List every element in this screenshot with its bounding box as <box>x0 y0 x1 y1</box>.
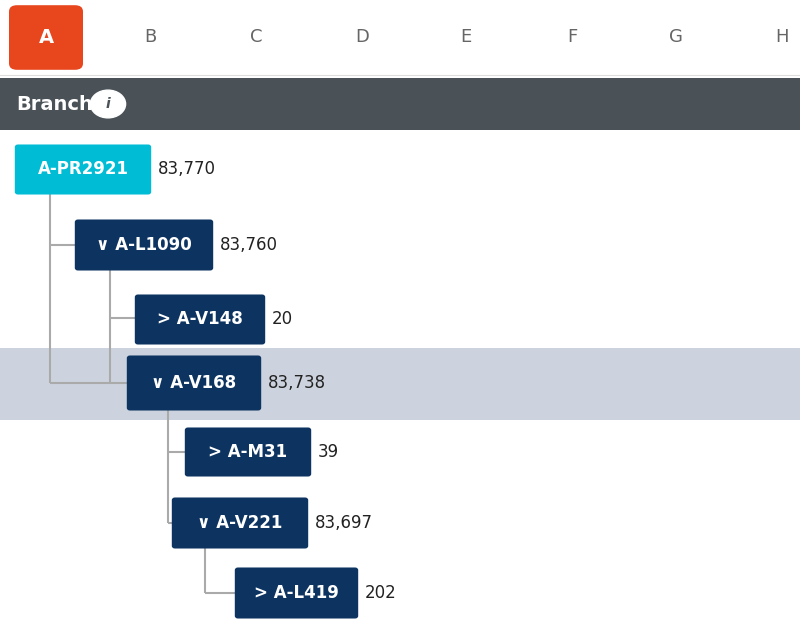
FancyBboxPatch shape <box>172 498 308 549</box>
FancyBboxPatch shape <box>185 428 311 476</box>
Text: > A-M31: > A-M31 <box>209 443 287 461</box>
Text: i: i <box>106 97 110 111</box>
Text: 39: 39 <box>318 443 339 461</box>
Text: F: F <box>567 28 577 47</box>
FancyBboxPatch shape <box>14 144 151 195</box>
Text: E: E <box>460 28 472 47</box>
Text: G: G <box>669 28 683 47</box>
Text: 83,738: 83,738 <box>268 374 326 392</box>
Bar <box>0 348 800 420</box>
Text: 83,760: 83,760 <box>220 236 278 254</box>
Text: Branch: Branch <box>16 94 93 113</box>
Text: ∨ A-L1090: ∨ A-L1090 <box>96 236 192 254</box>
Text: B: B <box>144 28 156 47</box>
FancyBboxPatch shape <box>126 355 261 411</box>
Text: 202: 202 <box>365 584 397 602</box>
Text: > A-V148: > A-V148 <box>157 311 243 328</box>
Text: ∨ A-V168: ∨ A-V168 <box>151 374 237 392</box>
FancyBboxPatch shape <box>134 294 266 345</box>
Text: ∨ A-V221: ∨ A-V221 <box>198 514 282 532</box>
Bar <box>0 78 800 130</box>
Text: 20: 20 <box>272 311 293 328</box>
Circle shape <box>90 90 126 118</box>
Text: D: D <box>355 28 369 47</box>
Text: 83,697: 83,697 <box>315 514 373 532</box>
Text: > A-L419: > A-L419 <box>254 584 339 602</box>
Text: 83,770: 83,770 <box>158 161 216 178</box>
FancyBboxPatch shape <box>9 5 83 70</box>
Text: C: C <box>250 28 262 47</box>
FancyBboxPatch shape <box>75 219 213 270</box>
Text: H: H <box>775 28 789 47</box>
Text: A-PR2921: A-PR2921 <box>38 161 129 178</box>
Text: A: A <box>38 28 54 47</box>
Bar <box>0 0 800 75</box>
FancyBboxPatch shape <box>235 568 358 619</box>
